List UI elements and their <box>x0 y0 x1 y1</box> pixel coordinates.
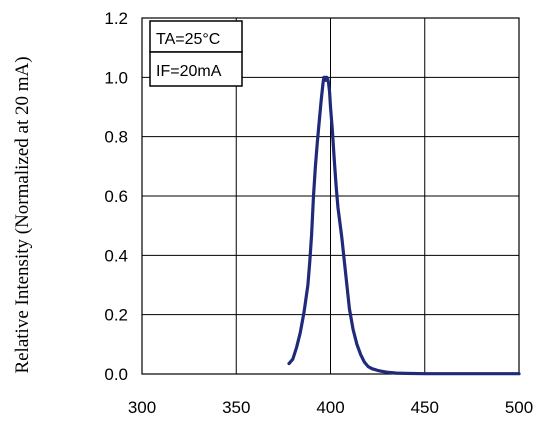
x-tick-label: 400 <box>316 398 344 417</box>
x-tick-label: 350 <box>222 398 250 417</box>
y-tick-label: 0.0 <box>104 365 128 384</box>
x-tick-labels: 300 350 400 450 500 <box>128 398 533 417</box>
y-tick-label: 0.8 <box>104 128 128 147</box>
y-tick-label: 0.4 <box>104 246 128 265</box>
y-tick-labels: 0.0 0.2 0.4 0.6 0.8 1.0 1.2 <box>104 9 128 384</box>
plot-frame <box>141 17 520 375</box>
y-tick-label: 0.2 <box>104 306 128 325</box>
series-line <box>287 75 521 376</box>
annotation-current: IF=20mA <box>156 63 222 80</box>
legend-box: TA=25°C IF=20mA <box>149 20 243 87</box>
y-tick-label: 0.6 <box>104 187 128 206</box>
y-tick-label: 1.0 <box>104 68 128 87</box>
x-tick-label: 450 <box>411 398 439 417</box>
annotation-temperature: TA=25°C <box>156 31 220 48</box>
x-tick-label: 500 <box>505 398 533 417</box>
y-axis-label: Relative Intensity (Normalized at 20 mA) <box>12 56 33 373</box>
y-tick-label: 1.2 <box>104 9 128 28</box>
x-tick-label: 300 <box>128 398 156 417</box>
